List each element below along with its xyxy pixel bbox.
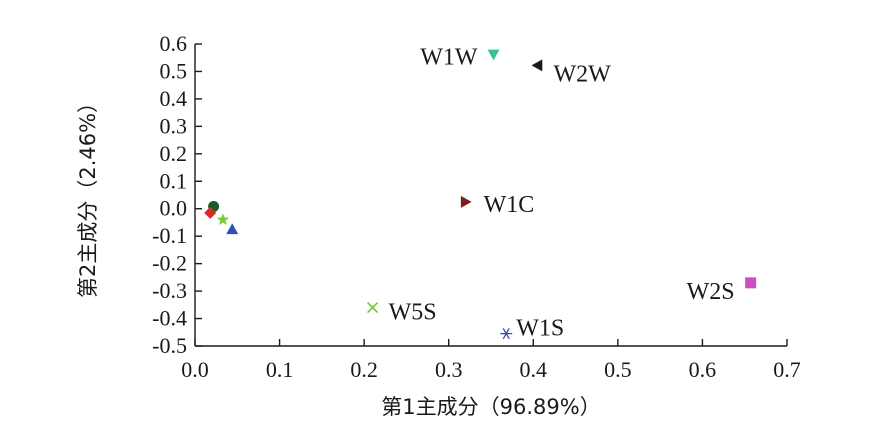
y-tick-label: 0.6 — [160, 31, 188, 56]
x-axis-ticks: 0.0 0.1 0.2 0.3 0.4 0.5 0.6 0.7 — [181, 339, 801, 382]
y-tick-label: 0.5 — [160, 58, 188, 83]
x-tick-label: 0.2 — [350, 357, 378, 382]
y-tick-label: -0.5 — [152, 333, 187, 358]
x-tick-label: 0.0 — [181, 357, 209, 382]
y-axis-title: 第2主成分（2.46%） — [76, 92, 100, 298]
w1s-marker — [500, 328, 513, 340]
cluster-8-marker — [216, 213, 230, 225]
y-tick-label: 0.0 — [160, 196, 188, 221]
y-tick-label: 0.3 — [160, 113, 188, 138]
w5s-marker — [367, 302, 379, 314]
w2s-marker — [745, 277, 757, 289]
y-tick-label: 0.4 — [160, 86, 188, 111]
point-label-w2w: W2W — [554, 61, 612, 87]
y-tick-label: -0.1 — [152, 223, 187, 248]
x-tick-label: 0.5 — [604, 357, 632, 382]
x-tick-label: 0.7 — [773, 357, 801, 382]
y-tick-label: -0.2 — [152, 251, 187, 276]
point-label-w1s: W1S — [516, 316, 564, 342]
point-labels: W1W W2W W1C W2S W5S W1S — [389, 44, 735, 341]
point-label-w5s: W5S — [389, 300, 437, 326]
w2w-marker — [531, 59, 543, 72]
y-tick-label: 0.2 — [160, 141, 188, 166]
x-axis-title: 第1主成分（96.89%） — [381, 395, 600, 419]
x-tick-label: 0.6 — [689, 357, 717, 382]
point-label-w1c: W1C — [484, 192, 535, 218]
x-tick-label: 0.4 — [520, 357, 548, 382]
w1w-marker — [487, 49, 500, 61]
cluster-7-marker — [204, 206, 217, 219]
point-label-w1w: W1W — [420, 44, 478, 70]
data-points — [204, 49, 757, 340]
x-tick-label: 0.3 — [435, 357, 463, 382]
point-label-w2s: W2S — [687, 279, 735, 305]
y-axis-ticks: 0.60.5 0.40.3 0.20.1 0.0-0.1 -0.2-0.3 -0.4-0.… — [152, 31, 202, 358]
y-tick-label: -0.3 — [152, 278, 187, 303]
plot-axes — [194, 44, 787, 347]
y-tick-label: -0.4 — [152, 306, 187, 331]
x-tick-label: 0.1 — [266, 357, 294, 382]
w1c-marker — [460, 195, 472, 208]
y-tick-label: 0.1 — [160, 168, 188, 193]
cluster-9-marker — [226, 223, 239, 235]
